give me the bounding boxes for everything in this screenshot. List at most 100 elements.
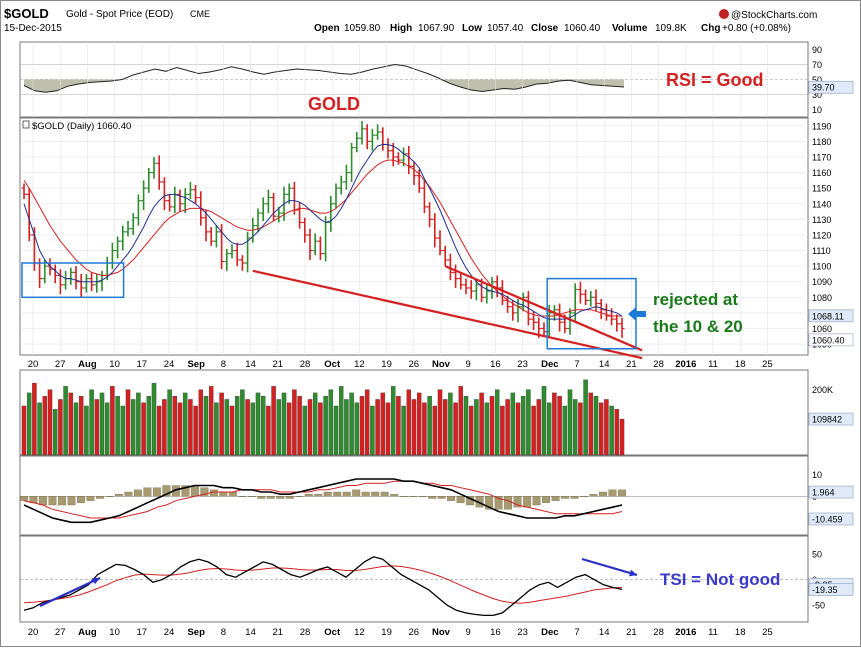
volume-bar	[73, 402, 79, 456]
macd-histogram-bar	[295, 496, 304, 497]
volume-bar	[208, 386, 214, 456]
volume-bar	[224, 399, 230, 456]
volume-bar	[552, 392, 557, 456]
tsi-x-axis-tick-label: Sep	[187, 627, 205, 638]
price-x-axis-tick-label: 24	[164, 359, 175, 370]
up-arrow-icon	[92, 577, 100, 585]
macd-histogram-bar	[542, 496, 551, 503]
volume-bar	[276, 399, 282, 456]
macd-histogram-bar	[219, 491, 228, 497]
gold-annotation: GOLD	[308, 94, 360, 114]
rsi-tick-label: 10	[812, 105, 822, 115]
tsi-line	[23, 556, 623, 617]
up-arrow-icon-shaft	[39, 577, 101, 607]
volume-bar	[99, 392, 105, 456]
macd-line	[23, 478, 623, 524]
channel-trendline	[444, 265, 643, 352]
volume-bar	[572, 399, 578, 456]
volume-bar	[229, 405, 235, 456]
macd-histogram-bar	[162, 485, 171, 497]
volume-bar	[396, 396, 401, 456]
rsi-annotation: RSI = Good	[666, 70, 764, 90]
volume-bar	[84, 405, 89, 456]
volume-bar	[120, 405, 126, 456]
volume-bar	[297, 396, 302, 456]
rsi-tick-label: 30	[812, 90, 822, 100]
volume-bar	[260, 396, 266, 456]
macd-histogram-bar	[504, 496, 513, 510]
rsi-tick-label: 90	[812, 45, 822, 55]
volume-bar	[198, 389, 204, 456]
volume-bar	[338, 386, 344, 456]
macd-histogram-bar	[48, 496, 57, 506]
volume-bar	[593, 396, 599, 456]
macd-histogram-bar	[342, 491, 351, 497]
volume-bar	[21, 405, 27, 456]
tsi-x-axis-tick-label: 8	[221, 627, 226, 638]
macd-histogram-bar	[285, 496, 294, 499]
volume-bar	[375, 399, 380, 456]
volume-bar	[312, 392, 318, 456]
rsi-last-value: 39.70	[812, 83, 835, 93]
price-x-axis-tick-label: Sep	[187, 359, 205, 370]
volume-bar	[281, 392, 287, 456]
ma-value-label-bg	[808, 309, 854, 323]
volume-tick-label: 200K	[812, 385, 833, 395]
tsi-tick-label: -50	[812, 601, 825, 611]
macd-histogram-bar	[523, 496, 532, 508]
macd-histogram-bar	[124, 491, 133, 497]
macd-value: -10.459	[812, 514, 843, 524]
stat-close: 1060.40	[564, 23, 601, 34]
macd-histogram-bar	[570, 496, 579, 499]
symbol-description: Gold - Spot Price (EOD)	[66, 9, 173, 20]
macd-histogram-bar	[428, 496, 437, 499]
macd-histogram-bar	[608, 489, 617, 497]
volume-bar	[333, 405, 339, 456]
volume-bar	[302, 405, 308, 456]
macd-histogram-bar	[190, 485, 199, 497]
volume-bar	[619, 418, 625, 456]
price-x-axis-tick-label: 19	[381, 359, 392, 370]
rsi-tick-label: 50	[812, 75, 822, 85]
macd-histogram-bar	[77, 496, 85, 503]
price-x-axis-tick-label: 21	[273, 359, 284, 370]
volume-bar	[182, 392, 188, 456]
tsi-x-axis-tick-label: Aug	[78, 627, 97, 638]
macd-histogram-bar	[418, 496, 427, 497]
price-tick-label: 1160	[812, 168, 831, 178]
stat-low: 1057.40	[487, 23, 524, 34]
tsi-signal-value: -19.35	[812, 585, 838, 595]
macd-histogram-bar	[58, 496, 66, 506]
price-x-axis-tick-label: 25	[762, 359, 773, 370]
macd-histogram-bar	[485, 496, 494, 510]
volume-bar	[89, 389, 94, 456]
volume-bar	[442, 399, 448, 456]
macd-value-bg	[808, 512, 854, 526]
tsi-x-axis-tick-label: 25	[762, 627, 773, 638]
rejected-annotation-line1: rejected at	[653, 290, 738, 309]
price-x-axis-tick-label: 28	[300, 359, 311, 370]
ma10-line	[23, 144, 623, 320]
volume-bar	[458, 386, 464, 456]
price-x-axis-tick-label: 10	[109, 359, 120, 370]
price-x-axis-tick-label: 23	[517, 359, 528, 370]
price-tick-label: 1170	[812, 152, 831, 162]
volume-bar	[494, 389, 500, 456]
macd-histogram-bar	[589, 494, 598, 497]
tsi-x-axis-tick-label: 20	[28, 627, 39, 638]
volume-bar	[598, 402, 604, 456]
volume-bar	[583, 379, 588, 456]
tsi-signal-line	[23, 565, 623, 604]
volume-bar	[318, 402, 323, 456]
macd-histogram-bar	[371, 491, 380, 497]
volume-bar	[42, 396, 48, 456]
price-tick-label: 1100	[812, 262, 831, 272]
tsi-x-axis-tick-label: 16	[490, 627, 501, 638]
price-x-axis-tick-label: Aug	[78, 359, 97, 370]
tsi-x-axis-tick-label: 18	[735, 627, 746, 638]
volume-bar	[578, 402, 583, 456]
volume-bar	[567, 389, 573, 456]
stat-volume: 109.8K	[655, 23, 687, 34]
macd-histogram-bar	[247, 496, 256, 497]
